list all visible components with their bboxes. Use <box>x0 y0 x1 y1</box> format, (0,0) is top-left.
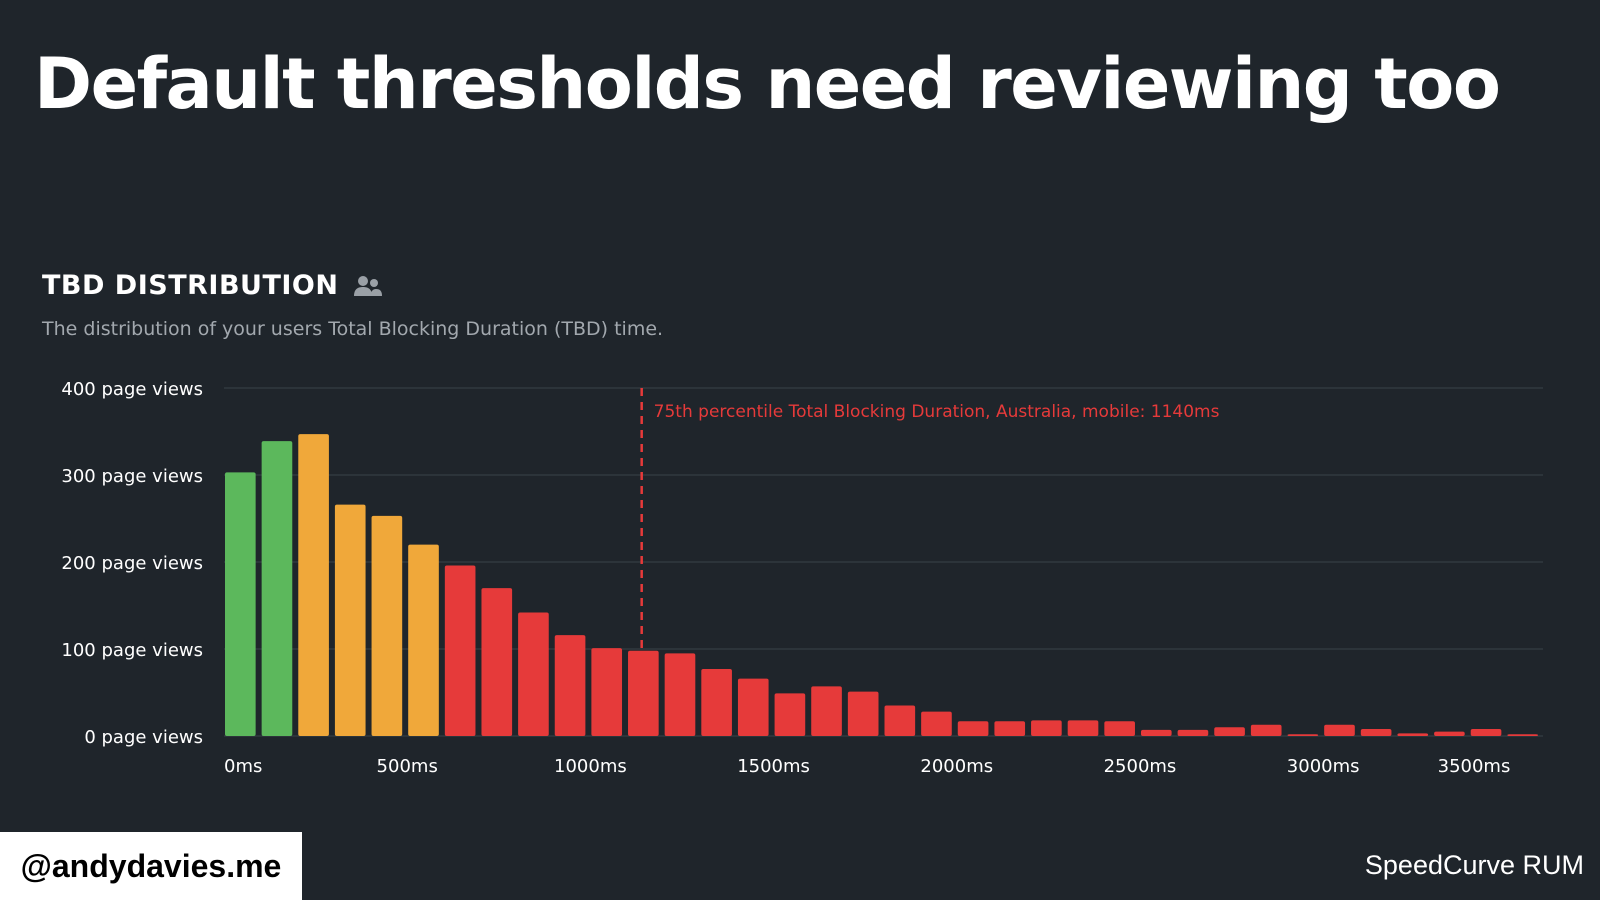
bar <box>1287 734 1319 736</box>
bar <box>225 472 256 736</box>
bar <box>554 635 586 736</box>
users-icon <box>352 274 384 298</box>
bar <box>1250 724 1282 736</box>
bar <box>664 653 696 736</box>
y-tick-label: 400 page views <box>61 379 203 400</box>
bar <box>1434 731 1465 736</box>
panel-header: TBD DISTRIBUTION <box>42 270 384 301</box>
bar <box>1507 734 1538 736</box>
bar <box>1177 729 1209 736</box>
bar <box>994 721 1026 736</box>
bar <box>884 705 916 736</box>
x-tick-label: 2000ms <box>920 756 993 777</box>
bar <box>701 669 732 736</box>
bar <box>334 504 366 736</box>
percentile-label: 75th percentile Total Blocking Duration,… <box>654 402 1220 422</box>
gridlines <box>224 387 1543 737</box>
x-tick-label: 2500ms <box>1104 756 1177 777</box>
bar <box>1140 729 1172 736</box>
source-label: SpeedCurve RUM <box>1364 850 1584 880</box>
bar <box>1104 721 1135 736</box>
bar <box>774 693 806 736</box>
bar <box>921 711 952 736</box>
tbd-distribution-chart: 0 page views 100 page views 200 page views… <box>61 379 1543 777</box>
percentile-marker: 75th percentile Total Blocking Duration,… <box>640 388 1220 691</box>
panel-title: TBD DISTRIBUTION <box>42 270 339 301</box>
x-tick-label: 500ms <box>377 756 438 777</box>
x-tick-label: 3000ms <box>1287 756 1360 777</box>
bar <box>737 678 769 736</box>
x-tick-label: 0ms <box>224 756 262 777</box>
y-axis-labels: 0 page views 100 page views 200 page views… <box>61 379 203 748</box>
bar <box>1324 724 1355 736</box>
bar <box>371 515 403 736</box>
bar <box>957 721 989 736</box>
bar <box>811 686 842 736</box>
bar <box>1067 720 1099 736</box>
y-tick-label: 100 page views <box>61 640 203 661</box>
panel-subtitle: The distribution of your users Total Blo… <box>42 318 664 340</box>
x-tick-label: 3500ms <box>1438 756 1511 777</box>
bar <box>591 648 623 736</box>
bar <box>408 544 439 736</box>
bar <box>628 650 659 736</box>
author-handle: @andydavies.me <box>0 832 302 900</box>
bar <box>1397 733 1429 736</box>
bar <box>1470 729 1502 736</box>
bar <box>1031 720 1062 736</box>
y-tick-label: 0 page views <box>84 727 203 748</box>
bar <box>1214 727 1245 736</box>
y-tick-label: 200 page views <box>61 553 203 574</box>
bar <box>444 565 476 736</box>
bar <box>518 612 549 736</box>
x-tick-label: 1500ms <box>737 756 810 777</box>
bar <box>261 441 293 736</box>
bar <box>298 434 329 736</box>
x-tick-label: 1000ms <box>554 756 627 777</box>
x-axis-labels: 0ms 500ms 1000ms 1500ms 2000ms 2500ms 3000ms 35… <box>224 756 1510 777</box>
y-tick-label: 300 page views <box>61 466 203 487</box>
bars <box>225 434 1538 736</box>
bar <box>481 588 513 736</box>
slide-title: Default thresholds need reviewing too <box>34 43 1501 125</box>
bar <box>1360 729 1392 736</box>
bar <box>847 691 879 736</box>
